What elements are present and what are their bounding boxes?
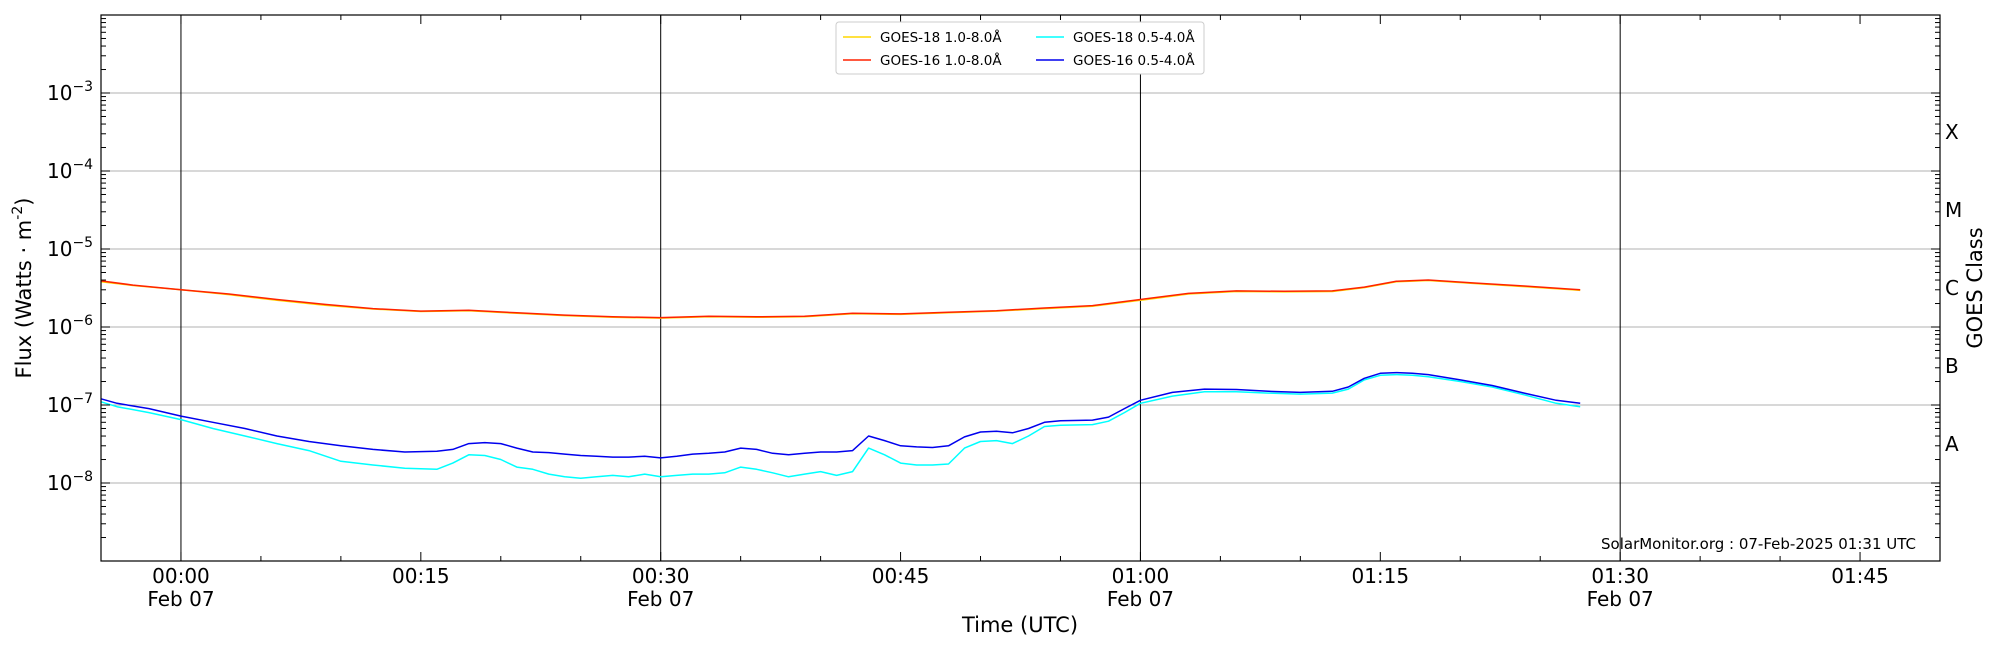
x-tick-time-label: 01:00 <box>1112 564 1170 588</box>
y-tick-label: 10−7 <box>47 391 93 417</box>
x-tick-time-label: 00:45 <box>872 564 930 588</box>
x-tick-date-label: Feb 07 <box>147 587 214 611</box>
y-axis-ticks: 10−810−710−610−510−410−3 <box>47 14 1940 562</box>
y-tick-label-exponent: −8 <box>72 469 93 485</box>
series-line-0 <box>100 279 1581 319</box>
y-tick-label-exponent: −5 <box>72 235 93 251</box>
y-axis-title-exponent: -2 <box>10 206 26 220</box>
y-tick-label-base: 10 <box>47 393 72 417</box>
x-tick-time-label: 01:15 <box>1351 564 1409 588</box>
y-tick-label-exponent: −3 <box>72 79 93 95</box>
series-lines <box>100 279 1581 480</box>
y-axis-title: Flux (Watts · m-2) <box>10 198 36 379</box>
goes-class-label: X <box>1945 120 1959 144</box>
goes-class-label: M <box>1945 198 1962 222</box>
y-tick-label-base: 10 <box>47 471 72 495</box>
credit-text: SolarMonitor.org : 07-Feb-2025 01:31 UTC <box>1601 535 1916 553</box>
y-tick-label-base: 10 <box>47 81 72 105</box>
series-line-1 <box>100 279 1581 319</box>
legend-label-goes18-long: GOES-18 1.0-8.0Å <box>880 29 1002 46</box>
x-tick-time-label: 00:00 <box>152 564 210 588</box>
y-tick-label-exponent: −7 <box>72 391 93 407</box>
goes-class-axis-title: GOES Class <box>1963 227 1987 348</box>
goes-class-label: B <box>1945 354 1959 378</box>
legend: GOES-18 1.0-8.0Å GOES-16 1.0-8.0Å GOES-1… <box>835 21 1205 75</box>
legend-label-goes16-short: GOES-16 0.5-4.0Å <box>1073 52 1195 69</box>
x-axis-title: Time (UTC) <box>961 613 1078 637</box>
y-tick-label: 10−8 <box>47 469 93 495</box>
y-tick-label-base: 10 <box>47 159 72 183</box>
y-tick-label-base: 10 <box>47 237 72 261</box>
y-tick-label-base: 10 <box>47 315 72 339</box>
y-tick-label-exponent: −4 <box>72 157 93 173</box>
legend-label-goes18-short: GOES-18 0.5-4.0Å <box>1073 29 1195 46</box>
x-tick-time-label: 01:45 <box>1831 564 1889 588</box>
x-tick-time-label: 00:15 <box>392 564 450 588</box>
y-tick-label: 10−6 <box>47 313 93 339</box>
goes-class-label: C <box>1945 276 1959 300</box>
legend-box <box>835 21 1205 75</box>
y-tick-label: 10−3 <box>47 79 93 105</box>
vertical-time-lines <box>180 15 1621 561</box>
x-tick-time-label: 01:30 <box>1591 564 1649 588</box>
y-tick-label: 10−4 <box>47 157 93 183</box>
x-tick-time-label: 00:30 <box>632 564 690 588</box>
y-axis-title-main: Flux (Watts · m <box>12 220 36 379</box>
plot-frame <box>100 14 1941 562</box>
x-tick-date-label: Feb 07 <box>1107 587 1174 611</box>
series-line-2 <box>100 373 1581 480</box>
y-axis-title-close: ) <box>12 198 36 206</box>
legend-label-goes16-long: GOES-16 1.0-8.0Å <box>880 52 1002 69</box>
x-tick-date-label: Feb 07 <box>1587 587 1654 611</box>
gridlines <box>101 92 1940 484</box>
y-tick-label: 10−5 <box>47 235 93 261</box>
goes-class-label: A <box>1945 432 1959 456</box>
goes-class-labels: X M C B A <box>1945 120 1962 456</box>
y-tick-label-exponent: −6 <box>72 313 93 329</box>
x-tick-date-label: Feb 07 <box>627 587 694 611</box>
series-line-3 <box>100 371 1581 459</box>
